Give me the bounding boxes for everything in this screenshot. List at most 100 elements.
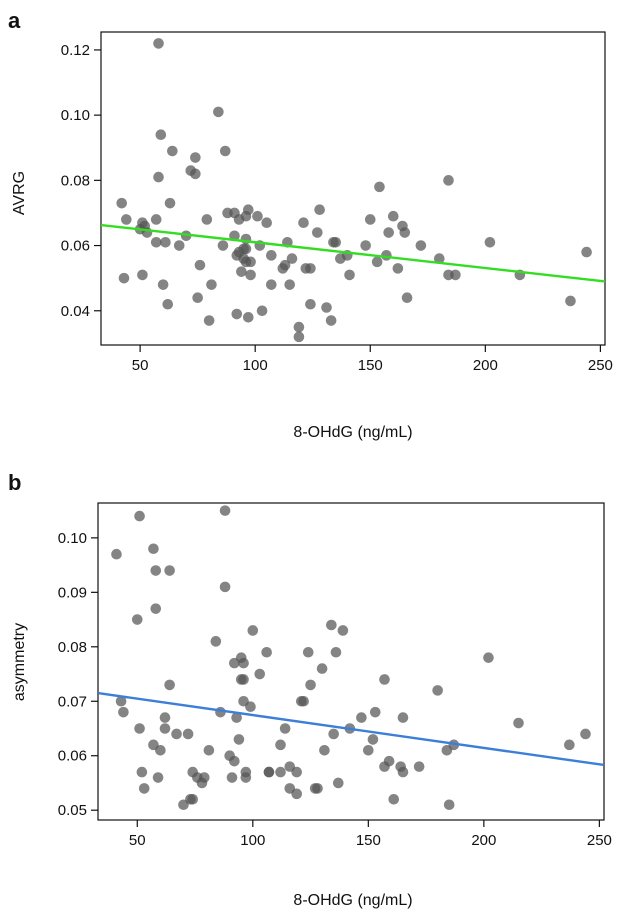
- panel-b-y-axis-label: asymmetry: [11, 623, 28, 701]
- panel-a-letter: a: [8, 8, 21, 33]
- panel-a-x-tick-label: 50: [132, 357, 149, 374]
- panel-b-data-point: [319, 744, 330, 756]
- panel-a-x-tick-label: 150: [358, 357, 383, 374]
- panel-a-data-point: [484, 236, 496, 248]
- panel-a-data-point: [401, 292, 413, 304]
- panel-b-data-point: [580, 728, 591, 740]
- panel-a-data-point: [360, 240, 371, 251]
- panel-b-data-point: [302, 646, 314, 658]
- panel-b-data-point: [148, 543, 159, 555]
- panel-b-data-point: [115, 695, 127, 707]
- panel-a-data-point: [279, 259, 291, 271]
- panel-a-data-point: [305, 263, 316, 274]
- panel-a-data-point: [164, 197, 176, 209]
- panel-b-plot-frame: [97, 502, 605, 821]
- panel-b-data-point: [275, 739, 286, 751]
- panel-a-data-point: [371, 256, 383, 268]
- panel-b-points: [111, 505, 591, 811]
- panel-a-data-point: [231, 308, 243, 320]
- panel-a-data-point: [399, 227, 411, 238]
- panel-a-data-point: [190, 152, 201, 163]
- panel-b-data-point: [171, 728, 182, 740]
- panel-a-data-point: [194, 259, 206, 271]
- panel-b-data-point: [182, 728, 194, 740]
- panel-b-data-point: [367, 734, 379, 745]
- panel-a-x-tick-label: 250: [588, 357, 613, 374]
- panel-b-y-tick-label: 0.06: [58, 748, 87, 765]
- panel-a-data-point: [157, 279, 169, 290]
- panel-b-data-point: [240, 772, 252, 783]
- panel-a-data-point: [364, 214, 376, 225]
- panel-b-data-point: [261, 646, 272, 658]
- panel-b-data-point: [155, 744, 166, 756]
- panel-a-data-point: [581, 246, 592, 258]
- panel-b-data-point: [233, 734, 245, 745]
- panel-b-x-tick-label: 200: [471, 832, 496, 849]
- panel-a-data-point: [116, 197, 128, 209]
- panel-a-data-point: [261, 217, 272, 229]
- panel-b-y-tick-label: 0.09: [58, 584, 87, 601]
- panel-a-data-point: [137, 269, 148, 281]
- panel-b-data-point: [254, 668, 266, 680]
- panel-b-data-point: [219, 581, 231, 593]
- panel-b-data-point: [134, 510, 145, 522]
- panel-b-data-point: [279, 723, 291, 734]
- panel-b-data-point: [383, 755, 395, 767]
- panel-b-data-point: [379, 674, 390, 685]
- panel-b-data-point: [198, 772, 210, 783]
- panel-a-y-tick-label: 0.10: [61, 107, 90, 124]
- panel-a-x-axis-label: 8-OHdG (ng/mL): [293, 424, 412, 441]
- panel-b-data-point: [312, 783, 323, 794]
- panel-a-y-tick-label: 0.08: [61, 172, 90, 189]
- panel-a-data-point: [374, 181, 385, 193]
- panel-b-data-point: [164, 565, 175, 576]
- panel-b-data-point: [150, 603, 162, 614]
- panel-a-data-point: [167, 145, 178, 157]
- panel-b-data-point: [363, 744, 374, 756]
- panel-b-data-point: [305, 679, 316, 691]
- panel-b-data-point: [138, 783, 150, 794]
- panel-b-data-point: [388, 794, 400, 805]
- panel-a-data-point: [150, 214, 162, 225]
- panel-b: b 50 100 150 200 250 0.05 0.06 0.07 0.08 0.09 0.10…: [8, 470, 612, 909]
- panel-b-data-point: [337, 625, 349, 636]
- panel-a-y-axis-label: AVRG: [11, 171, 28, 215]
- panel-a-data-point: [173, 240, 185, 251]
- panel-a-points: [116, 38, 592, 343]
- panel-b-data-point: [328, 728, 339, 740]
- panel-a-data-point: [245, 269, 256, 281]
- panel-b-data-point: [136, 766, 148, 778]
- panel-a-data-point: [240, 243, 252, 255]
- panel-a-data-point: [153, 38, 164, 49]
- panel-b-fit-line: [98, 691, 604, 767]
- panel-b-y-tick-label: 0.10: [58, 530, 87, 547]
- panel-a-data-point: [443, 175, 454, 186]
- panel-a-data-point: [321, 302, 332, 313]
- panel-a-data-point: [344, 269, 355, 281]
- panel-a-data-point: [153, 171, 164, 183]
- panel-a-data-point: [387, 210, 399, 222]
- panel-a: a 50 100 150 200 250 0.04 0.06 0.08 0.10 0.12 8-O…: [8, 8, 613, 441]
- panel-b-y-tick-label: 0.07: [58, 693, 87, 710]
- panel-b-data-point: [229, 755, 240, 767]
- panel-b-data-point: [247, 625, 259, 636]
- panel-a-y-tick-label: 0.06: [61, 238, 90, 255]
- panel-a-data-point: [219, 145, 231, 157]
- panel-a-data-point: [314, 204, 325, 215]
- panel-b-data-point: [443, 799, 455, 811]
- panel-a-data-point: [325, 315, 337, 326]
- panel-a-data-point: [266, 250, 277, 261]
- panel-a-data-point: [217, 240, 229, 251]
- panel-a-data-point: [305, 298, 316, 310]
- panel-b-data-point: [397, 766, 409, 778]
- panel-b-x-tick-label: 150: [356, 832, 381, 849]
- panel-a-data-point: [434, 253, 445, 264]
- panel-b-data-point: [187, 794, 199, 805]
- panel-b-data-point: [159, 712, 171, 723]
- panel-b-data-point: [152, 772, 164, 783]
- panel-a-data-point: [121, 214, 132, 225]
- panel-b-data-point: [164, 679, 175, 691]
- panel-b-data-point: [483, 652, 494, 663]
